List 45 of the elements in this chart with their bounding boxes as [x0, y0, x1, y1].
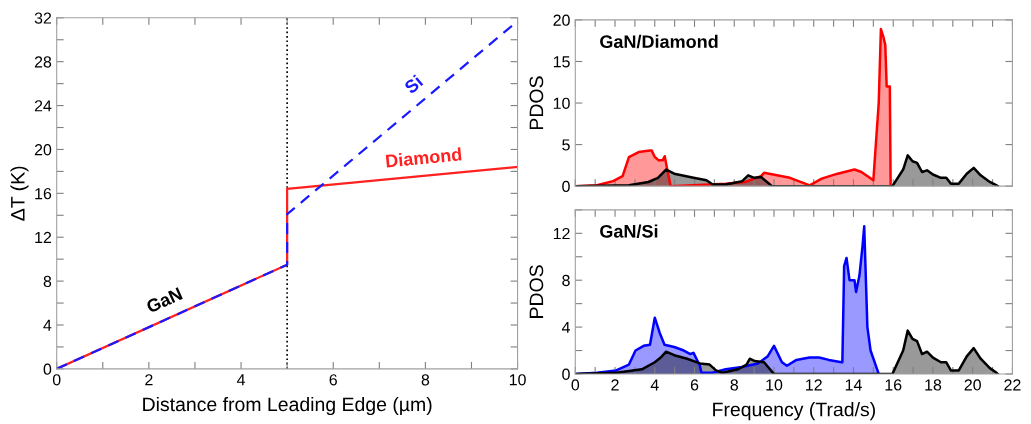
y-tick-label: 10 — [553, 97, 570, 109]
y-tick-label: 0 — [562, 180, 570, 193]
x-axis-title: Distance from Leading Edge (µm) — [143, 396, 432, 416]
x-tick-label: 6 — [329, 374, 337, 386]
y-tick-label: 4 — [43, 319, 52, 331]
text: Diamond — [385, 147, 462, 168]
y-tick-label: 12 — [35, 231, 52, 244]
x-tick-label: 22 — [1004, 379, 1021, 391]
x-tick-label: 12 — [806, 379, 822, 391]
x-tick-label: 2 — [611, 379, 619, 391]
y-tick-label: 8 — [43, 275, 52, 288]
x-tick-label: 16 — [885, 379, 902, 391]
y-tick-label: 15 — [553, 56, 570, 68]
y-tick-label: 20 — [553, 14, 570, 26]
annotation: GaN/Diamond — [600, 34, 718, 49]
x-tick-label: 6 — [690, 379, 699, 391]
y-tick-label: 24 — [34, 100, 52, 112]
x-axis-title: Frequency (Trad/s) — [713, 402, 875, 421]
annotation: GaN — [145, 287, 183, 314]
x-tick-label: 4 — [236, 374, 246, 386]
y-axis-title: ΔT (K) — [10, 166, 29, 221]
y-tick-label: 16 — [35, 187, 52, 200]
y-tick-label: 4 — [561, 321, 570, 333]
y-tick-label: 5 — [562, 139, 570, 151]
x-tick-label: 18 — [925, 379, 942, 391]
y-axis-title: PDOS — [529, 265, 544, 318]
x-tick-label: 20 — [964, 379, 981, 391]
y-tick-label: 32 — [34, 12, 52, 24]
y-tick-label: 28 — [34, 56, 52, 68]
x-tick-label: 0 — [52, 374, 61, 386]
annotation: GaN/Si — [600, 224, 658, 238]
y-tick-label: 12 — [553, 227, 570, 240]
x-tick-label: 8 — [730, 379, 739, 391]
x-tick-label: 14 — [845, 379, 862, 391]
text: Si — [403, 74, 424, 95]
y-tick-label: 8 — [562, 274, 570, 287]
x-tick-label: 10 — [766, 379, 783, 391]
x-tick-label: 4 — [650, 379, 659, 391]
y-axis-title: PDOS — [529, 76, 544, 129]
x-tick-label: 2 — [145, 374, 153, 386]
y-tick-label: 20 — [34, 144, 52, 156]
x-tick-label: 0 — [571, 379, 580, 391]
x-tick-label: 10 — [509, 374, 526, 386]
x-tick-label: 8 — [421, 374, 430, 386]
y-tick-label: 0 — [43, 363, 52, 375]
